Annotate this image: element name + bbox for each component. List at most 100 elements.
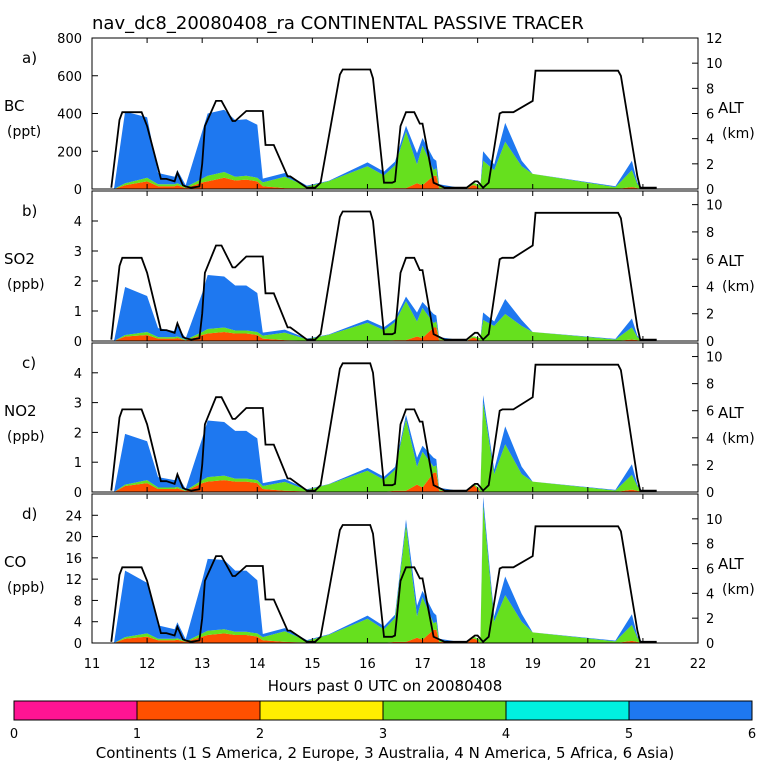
right-tick-label: 6	[706, 253, 714, 268]
right-tick-label: 0	[706, 335, 714, 350]
area-so2-n-america	[114, 301, 643, 341]
right-tick-label: 8	[706, 378, 714, 393]
right-tick-label: 4	[706, 280, 714, 295]
colorbar-tick-label: 0	[10, 727, 18, 742]
altitude-line-co	[110, 524, 657, 644]
x-axis-label: Hours past 0 UTC on 20080408	[268, 677, 503, 695]
x-tick-label: 22	[690, 657, 707, 672]
left-tick-label: 12	[65, 573, 82, 588]
right-tick-label: 8	[706, 226, 714, 241]
area-so2-europe	[114, 327, 643, 341]
right-tick-label: 0	[706, 183, 714, 198]
colorbar-swatch	[13, 700, 138, 721]
left-tick-label: 200	[57, 145, 82, 160]
left-tick-label: 20	[65, 531, 82, 546]
panel-right-units: (km)	[722, 126, 755, 142]
right-tick-label: 4	[706, 432, 714, 447]
right-tick-label: 10	[706, 351, 723, 366]
panel-label: d)	[22, 505, 37, 523]
altitude-line-no2	[110, 362, 657, 492]
left-tick-label: 4	[74, 616, 82, 631]
colorbar-swatch	[136, 700, 261, 721]
panel-units: (ppb)	[7, 429, 45, 445]
area-bc-n-america	[114, 131, 643, 189]
right-tick-label: 10	[706, 57, 723, 72]
x-tick-label: 19	[524, 657, 541, 672]
right-tick-label: 0	[706, 637, 714, 652]
panel-units: (ppb)	[7, 277, 45, 293]
right-tick-label: 4	[706, 587, 714, 602]
area-no2-n-america	[114, 402, 643, 492]
left-tick-label: 4	[74, 215, 82, 230]
left-tick-label: 16	[65, 552, 82, 567]
panel-right-ylabel: ALT	[718, 404, 745, 422]
right-tick-label: 0	[706, 486, 714, 501]
colorbar-swatch	[259, 700, 384, 721]
right-tick-label: 10	[706, 513, 723, 528]
left-tick-label: 2	[74, 426, 82, 441]
panel-units: (ppb)	[7, 580, 45, 596]
x-tick-label: 16	[359, 657, 376, 672]
panel-units: (ppt)	[7, 124, 41, 140]
area-so2-asia	[114, 275, 643, 341]
colorbar-swatch	[382, 700, 507, 721]
x-tick-label: 13	[194, 657, 211, 672]
x-tick-label: 14	[249, 657, 266, 672]
x-tick-label: 12	[139, 657, 156, 672]
x-tick-label: 17	[414, 657, 431, 672]
colorbar-tick-label: 3	[379, 727, 387, 742]
right-tick-label: 12	[706, 32, 723, 47]
panel-so2: 0 1 2 3 4 0 2 4 6 8 10 b) SO2 (ppb) ALT (km)	[4, 190, 755, 350]
right-tick-label: 4	[706, 133, 714, 148]
panel-ylabel: SO2	[4, 250, 35, 268]
altitude-line-bc	[110, 68, 657, 189]
area-co-asia	[114, 496, 643, 643]
panel-ylabel: CO	[4, 553, 26, 571]
panel-right-units: (km)	[722, 279, 755, 295]
colorbar-tick-label: 1	[133, 727, 141, 742]
panel-frame	[91, 190, 699, 342]
left-tick-label: 0	[74, 486, 82, 501]
right-tick-label: 2	[706, 459, 714, 474]
continent-colorbar: 0 1 2 3 4 5 6	[10, 700, 756, 742]
area-no2-asia	[114, 395, 643, 492]
panel-bc: 0 200 400 600 800 0 2 4 6 8 10 12 a) BC (ppt) ALT (km)	[4, 32, 755, 198]
left-tick-label: 1	[74, 305, 82, 320]
colorbar-tick-label: 6	[748, 727, 756, 742]
right-tick-label: 6	[706, 563, 714, 578]
area-co-europe	[114, 629, 643, 643]
x-tick-label: 20	[580, 657, 597, 672]
x-tick-label: 11	[84, 657, 101, 672]
colorbar-swatch	[505, 700, 630, 721]
left-tick-label: 24	[65, 509, 82, 524]
x-axis: 11 12 13 14 15 16 17 18 19 20 21 22	[84, 657, 707, 672]
colorbar-tick-label: 5	[625, 727, 633, 742]
colorbar-label: Continents (1 S America, 2 Europe, 3 Aus…	[96, 744, 675, 762]
panel-right-ylabel: ALT	[718, 99, 745, 117]
panel-ylabel: BC	[4, 97, 25, 115]
x-tick-label: 15	[304, 657, 321, 672]
right-tick-label: 2	[706, 612, 714, 627]
right-tick-label: 8	[706, 538, 714, 553]
panel-label: b)	[22, 202, 37, 220]
left-tick-label: 2	[74, 275, 82, 290]
right-tick-label: 6	[706, 405, 714, 420]
left-tick-label: 0	[74, 335, 82, 350]
left-tick-label: 600	[57, 70, 82, 85]
panel-right-units: (km)	[722, 582, 755, 598]
colorbar-swatch	[628, 700, 753, 721]
right-tick-label: 8	[706, 82, 714, 97]
panel-frame	[91, 342, 699, 493]
panel-label: a)	[22, 49, 37, 67]
area-bc-europe	[114, 175, 643, 189]
x-tick-label: 18	[469, 657, 486, 672]
panel-no2: 0 1 2 3 4 0 2 4 6 8 10 c) NO2 (ppb) ALT (km)	[4, 342, 755, 501]
right-tick-label: 2	[706, 308, 714, 323]
panel-right-ylabel: ALT	[718, 555, 745, 573]
panel-ylabel: NO2	[4, 402, 37, 420]
left-tick-label: 8	[74, 594, 82, 609]
left-tick-label: 400	[57, 108, 82, 123]
left-tick-label: 0	[74, 183, 82, 198]
